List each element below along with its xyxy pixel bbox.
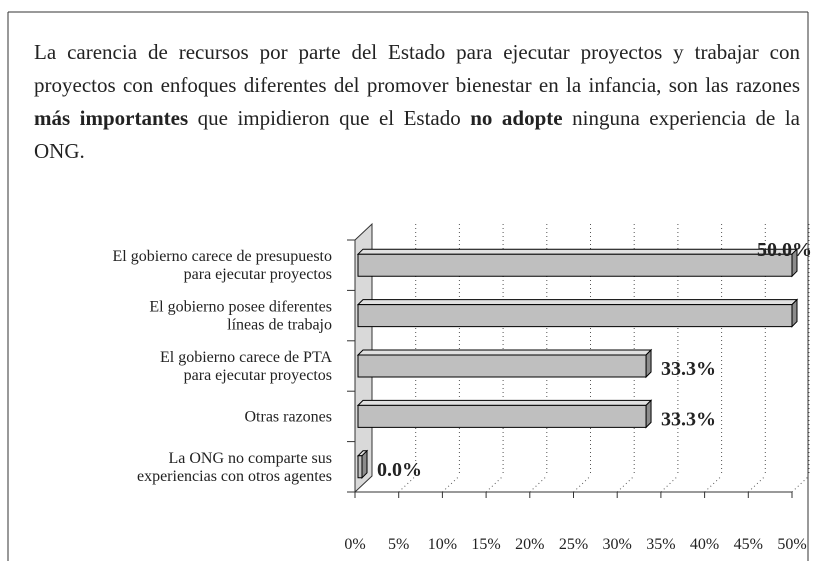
bar-top [356,248,799,255]
x-tick-label: 40% [690,536,719,553]
x-tick-label: 15% [471,536,500,553]
bar [356,298,799,328]
x-tick-label: 25% [559,536,588,553]
floor-line [529,475,548,493]
category-label: para ejecutar proyectos [184,367,332,384]
floor-line [660,475,679,493]
floor-line [442,475,460,493]
value-label: 0.0% [377,459,422,481]
text: La carencia de recursos por parte del Es… [34,40,800,97]
bar-front [357,304,793,328]
paragraph: La carencia de recursos por parte del Es… [34,36,800,168]
x-tick-label: 5% [388,536,409,553]
bar-front [357,354,647,378]
bar [356,247,799,278]
bar-top [356,399,653,406]
x-tick-label: 0% [344,536,365,553]
x-tick-label: 10% [428,536,457,553]
floor-line [616,475,635,493]
category-label: Otras razones [244,408,332,425]
category-label: La ONG no comparte sus [168,450,332,467]
bar-side [645,348,652,379]
bar-front [357,253,793,277]
category-label: El gobierno carece de PTA [160,349,332,366]
bar-top [356,299,799,306]
value-label: 33.3% [661,358,716,380]
bar-side [645,399,652,429]
value-label: 33.3% [661,408,716,430]
text: ninguna experiencia de la ONG. [34,106,800,163]
x-tick-label: 20% [515,536,544,553]
category-label: líneas de trabajo [227,317,332,334]
x-tick-label: 50% [777,536,806,553]
x-tick-label: 35% [646,536,675,553]
value-label: 50.0% [757,239,812,261]
text: que impidieron que el Estado [188,106,471,130]
bar-top [356,349,653,356]
x-tick-label: 30% [603,536,632,553]
x-tick-label: 45% [734,536,763,553]
bold-text: más importantes [34,106,189,130]
floor-line [573,475,591,493]
bar [356,399,653,429]
floor-line [747,475,766,493]
bar [356,449,369,480]
bar-front [357,404,647,428]
bar-side [361,449,368,480]
category-label: para ejecutar proyectos [184,266,332,283]
bar [356,348,653,379]
bar-front [357,455,363,479]
category-label: El gobierno carece de presupuesto [113,248,332,265]
category-label: El gobierno posee diferentes [149,299,332,316]
floor-line [791,475,810,493]
bold-text: no adopte [470,106,563,130]
floor-line [704,475,722,493]
category-label: experiencias con otros agentes [137,468,332,485]
bar-side [791,298,798,328]
floor-line [485,475,504,493]
